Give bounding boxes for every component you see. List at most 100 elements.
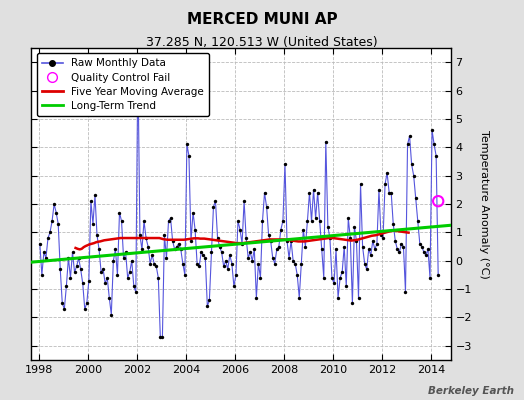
Legend: Raw Monthly Data, Quality Control Fail, Five Year Moving Average, Long-Term Tren: Raw Monthly Data, Quality Control Fail, … [37, 53, 209, 116]
Point [222, 258, 230, 264]
Point [103, 274, 112, 281]
Point [279, 218, 287, 224]
Point [416, 240, 424, 247]
Point [267, 238, 275, 244]
Point [275, 243, 283, 250]
Point [238, 240, 246, 247]
Point [387, 190, 396, 196]
Point [72, 263, 81, 270]
Point [289, 258, 297, 264]
Point [172, 243, 181, 250]
Point [58, 300, 67, 306]
Point [150, 260, 158, 267]
Point [40, 249, 48, 256]
Point [254, 260, 263, 267]
Point [162, 255, 171, 261]
Point [393, 246, 401, 252]
Point [354, 294, 363, 301]
Point [79, 280, 87, 287]
Point [185, 152, 193, 159]
Point [281, 161, 289, 168]
Point [395, 249, 403, 256]
Point [170, 246, 179, 252]
Point [434, 198, 442, 204]
Point [309, 187, 318, 193]
Point [187, 238, 195, 244]
Point [226, 252, 234, 258]
Point [52, 209, 60, 216]
Point [230, 283, 238, 290]
Point [285, 255, 293, 261]
Point [430, 141, 438, 148]
Point [177, 246, 185, 252]
Point [42, 255, 50, 261]
Point [83, 300, 91, 306]
Point [199, 252, 208, 258]
Point [326, 235, 334, 241]
Point [224, 266, 232, 272]
Point [408, 161, 416, 168]
Point [50, 201, 58, 207]
Point [205, 297, 214, 304]
Point [85, 277, 93, 284]
Point [260, 190, 269, 196]
Point [168, 238, 177, 244]
Point [389, 221, 397, 227]
Point [287, 238, 296, 244]
Point [256, 274, 265, 281]
Point [38, 272, 46, 278]
Point [179, 260, 187, 267]
Point [383, 170, 391, 176]
Point [197, 249, 205, 256]
Point [209, 204, 217, 210]
Point [265, 232, 273, 238]
Point [111, 246, 119, 252]
Point [295, 294, 303, 301]
Point [399, 243, 408, 250]
Point [215, 243, 224, 250]
Point [338, 269, 346, 275]
Point [127, 258, 136, 264]
Text: Berkeley Earth: Berkeley Earth [428, 386, 514, 396]
Point [424, 246, 432, 252]
Point [211, 198, 220, 204]
Point [68, 249, 77, 256]
Point [101, 280, 110, 287]
Point [370, 246, 379, 252]
Point [336, 274, 344, 281]
Point [44, 235, 52, 241]
Point [36, 240, 44, 247]
Point [86, 198, 95, 204]
Point [64, 255, 73, 261]
Point [109, 258, 117, 264]
Point [434, 272, 442, 278]
Point [308, 218, 316, 224]
Point [74, 255, 83, 261]
Point [352, 238, 361, 244]
Point [99, 266, 107, 272]
Point [220, 263, 228, 270]
Point [348, 300, 356, 306]
Text: 37.285 N, 120.513 W (United States): 37.285 N, 120.513 W (United States) [146, 36, 378, 49]
Point [379, 235, 387, 241]
Point [166, 215, 174, 221]
Point [409, 172, 418, 179]
Point [115, 209, 124, 216]
Point [432, 152, 440, 159]
Point [428, 127, 436, 134]
Point [217, 249, 226, 256]
Point [183, 141, 191, 148]
Point [124, 274, 132, 281]
Point [213, 235, 222, 241]
Point [328, 274, 336, 281]
Point [297, 260, 305, 267]
Point [158, 334, 167, 340]
Point [320, 274, 328, 281]
Point [356, 181, 365, 187]
Point [207, 249, 215, 256]
Text: MERCED MUNI AP: MERCED MUNI AP [187, 12, 337, 27]
Point [283, 238, 291, 244]
Point [148, 252, 156, 258]
Point [401, 289, 410, 295]
Point [315, 218, 324, 224]
